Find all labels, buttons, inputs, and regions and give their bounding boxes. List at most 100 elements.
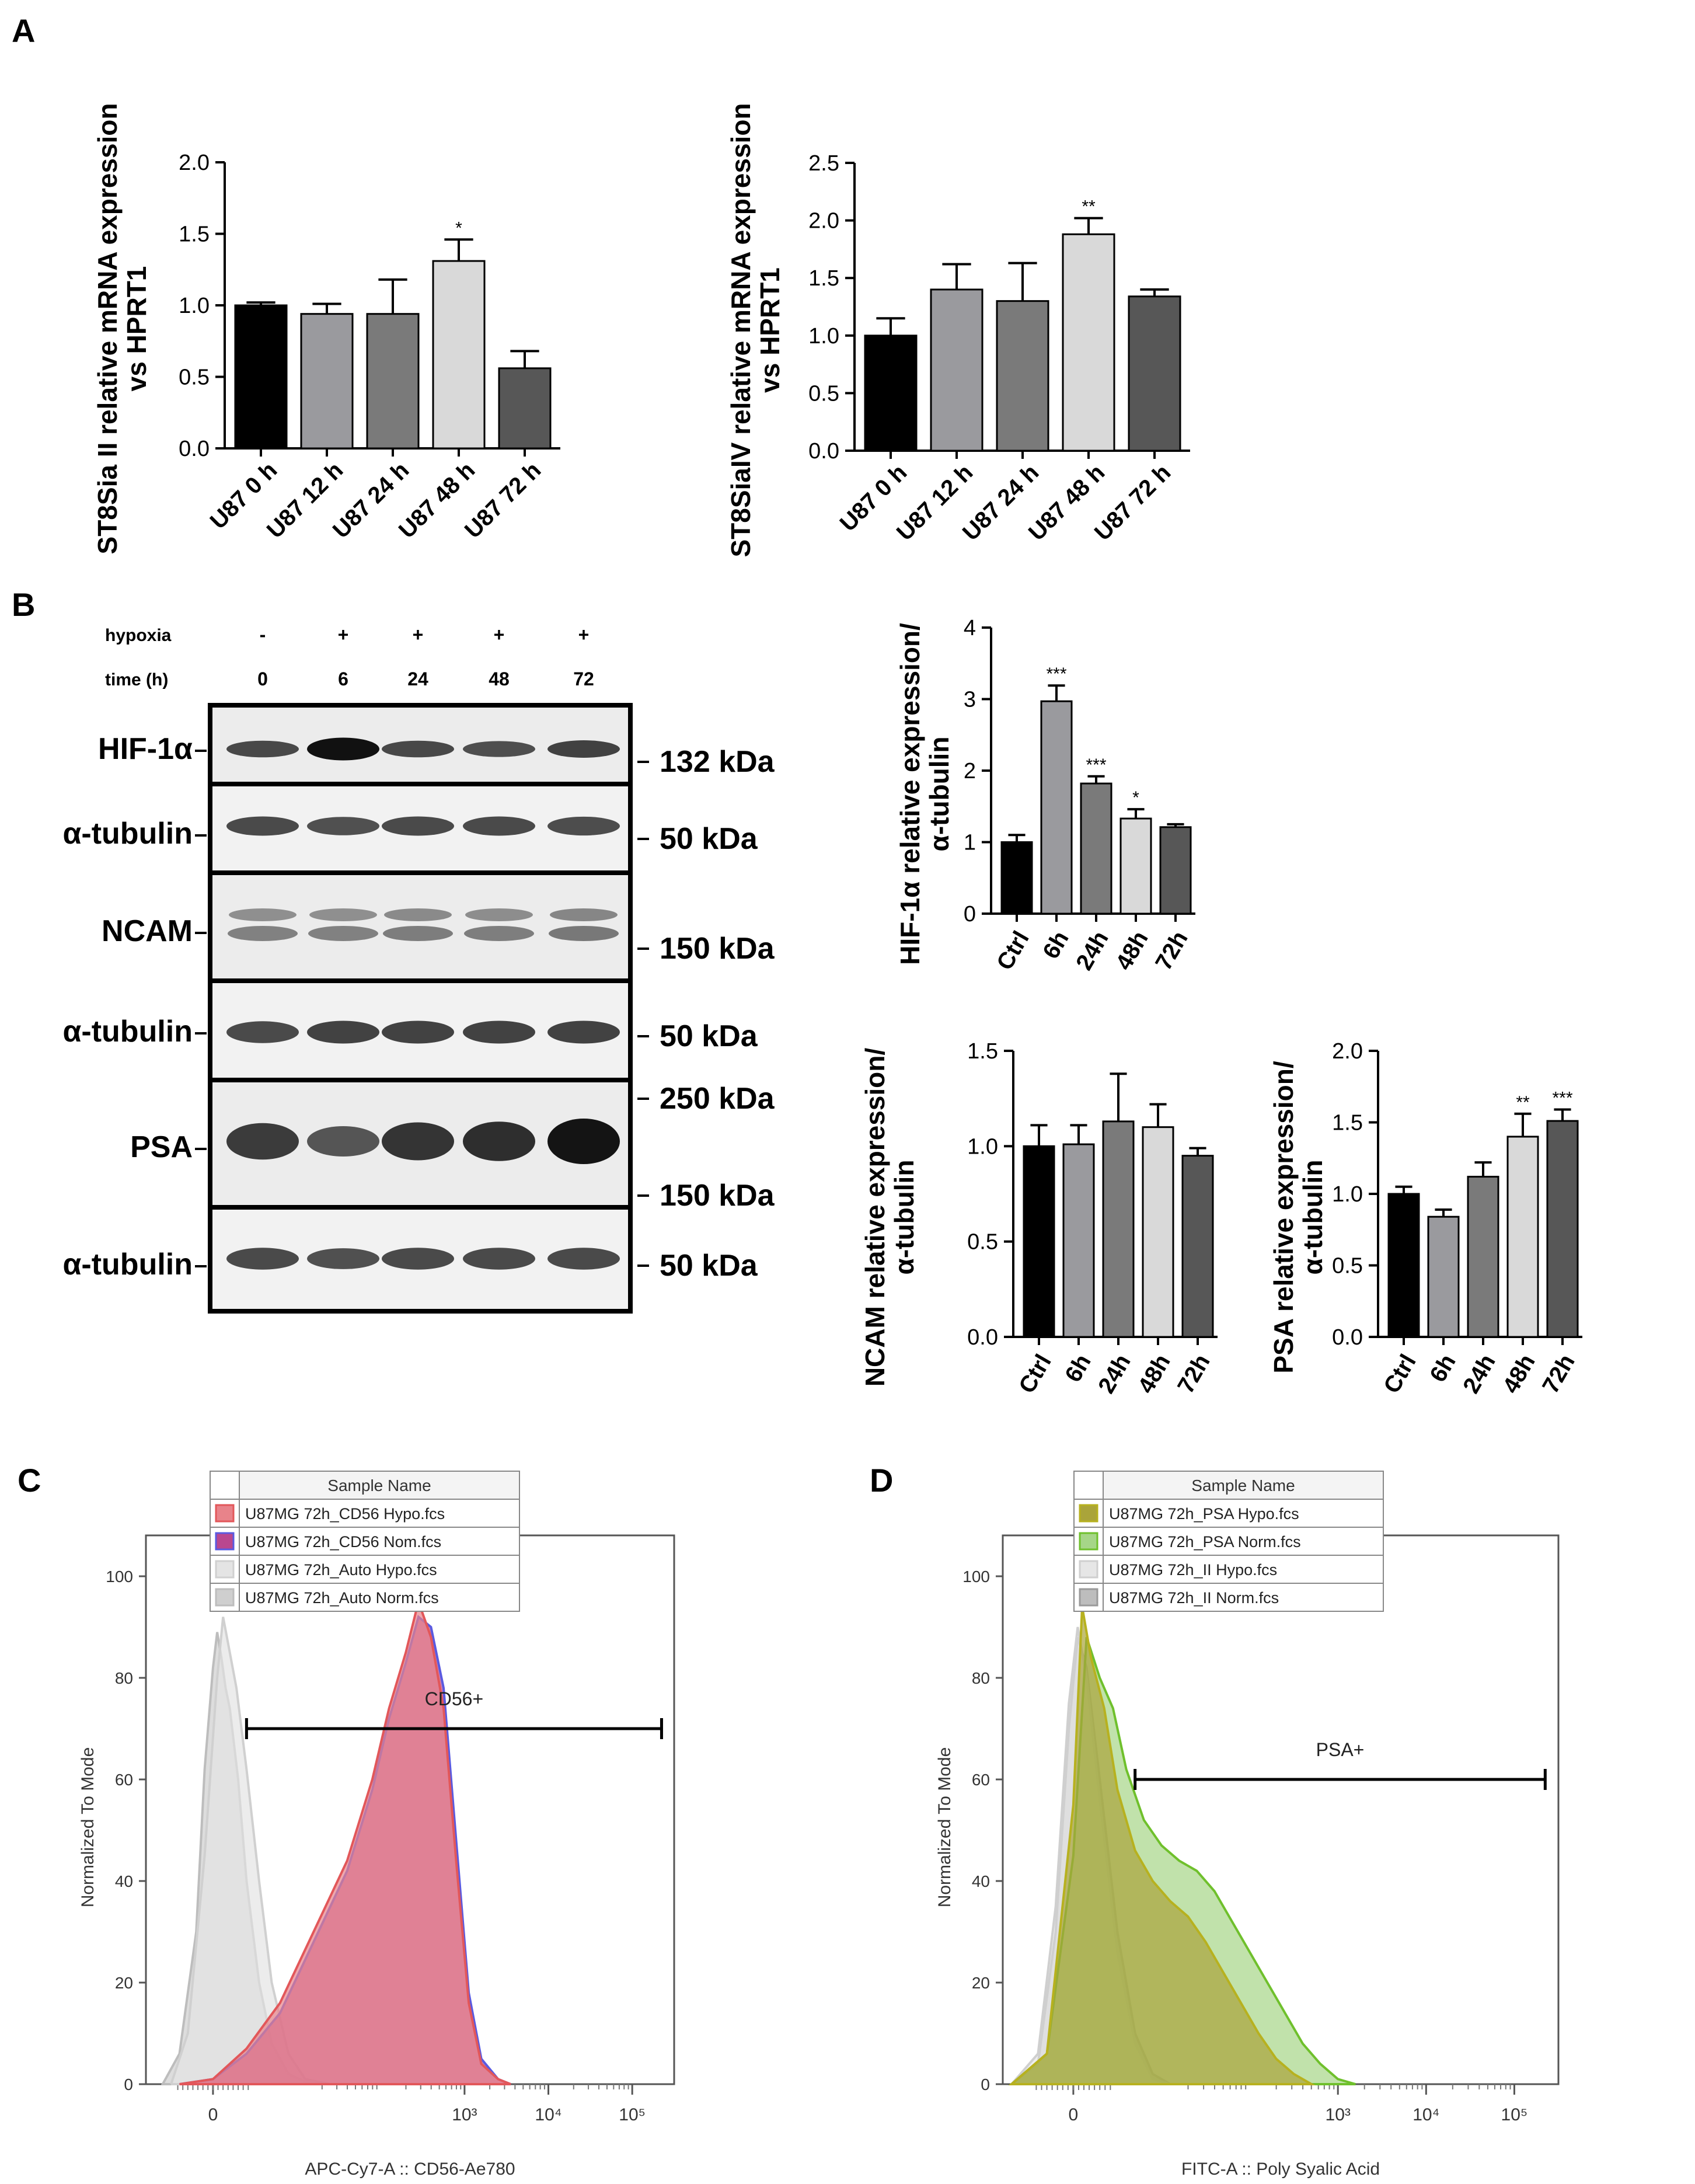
- x-tick-label: 48h: [1133, 1350, 1176, 1398]
- x-tick-label: 10³: [1326, 2105, 1351, 2124]
- y-tick-label: 20: [115, 1974, 133, 1992]
- wb-hypoxia-label: hypoxia: [105, 626, 172, 645]
- bar: [432, 260, 486, 450]
- y-tick-label: 0: [964, 902, 976, 926]
- y-axis-label: Normalized To Mode: [935, 1747, 954, 1908]
- y-tick-label: 40: [972, 1872, 990, 1890]
- wb-hypoxia-value: +: [494, 624, 505, 645]
- x-tick-label: 72h: [1173, 1350, 1215, 1398]
- legend-header: Sample Name: [327, 1476, 431, 1495]
- legend: Sample Name U87MG 72h_PSA Hypo.fcs U87MG 7…: [1073, 1471, 1384, 1612]
- significance-marker: ***: [1046, 664, 1066, 684]
- bar: [1000, 841, 1033, 915]
- wb-band: [382, 1122, 454, 1161]
- bar: [1119, 817, 1152, 915]
- wb-band: [463, 1248, 535, 1270]
- y-axis-label: PSA relative expression/: [1268, 1061, 1299, 1373]
- wb-protein-label: α-tubulin: [62, 817, 193, 851]
- wb-band: [307, 1126, 379, 1157]
- y-tick-label: 2.0: [1332, 1039, 1363, 1064]
- legend-row: [239, 1555, 520, 1584]
- panel-label-b: B: [12, 586, 35, 623]
- x-tick-label: 10⁴: [1412, 2105, 1439, 2124]
- wb-marker-label: 50 kDa: [660, 1019, 758, 1053]
- y-tick-label: 0.0: [967, 1325, 998, 1350]
- y-tick-label: 1.5: [1332, 1111, 1363, 1135]
- y-axis-label: vs HPRT1: [755, 267, 785, 393]
- wb-band: [463, 816, 535, 836]
- bar: [1040, 700, 1073, 915]
- y-tick-label: 0.0: [179, 437, 210, 461]
- wb-marker-label: 250 kDa: [660, 1082, 775, 1116]
- wb-hypoxia-value: +: [413, 624, 424, 645]
- legend-entry: U87MG 72h_PSA Hypo.fcs: [1109, 1505, 1299, 1523]
- bar: [300, 313, 354, 450]
- wb-marker-label: 50 kDa: [660, 822, 758, 856]
- legend-row: [1103, 1555, 1384, 1584]
- legend-entry: U87MG 72h_CD56 Hypo.fcs: [245, 1505, 445, 1523]
- y-tick-label: 2: [964, 759, 976, 783]
- y-tick-label: 40: [115, 1872, 133, 1890]
- x-tick-label: 24h: [1458, 1350, 1501, 1398]
- wb-band: [229, 908, 297, 921]
- legend-entry: U87MG 72h_II Hypo.fcs: [1109, 1561, 1277, 1579]
- wb-band: [226, 1248, 299, 1270]
- y-tick-label: 2.5: [808, 151, 839, 176]
- x-tick-label: 72h: [1537, 1350, 1580, 1398]
- y-axis-label: ST8Sia II relative mRNA expression: [92, 103, 123, 555]
- y-tick-label: 0.5: [1332, 1254, 1363, 1279]
- bar: [1128, 295, 1181, 452]
- bar: [1546, 1120, 1579, 1338]
- wb-band: [309, 908, 377, 921]
- y-tick-label: 1.5: [179, 222, 210, 247]
- panel-label-d: D: [870, 1462, 893, 1499]
- wb-band: [226, 740, 299, 758]
- y-axis-label: α-tubulin: [924, 737, 954, 852]
- legend: Sample Name U87MG 72h_CD56 Hypo.fcs U87MG …: [210, 1471, 520, 1612]
- y-tick-label: 0.0: [808, 439, 839, 464]
- wb-hypoxia-value: +: [338, 624, 349, 645]
- legend-entry: U87MG 72h_Auto Norm.fcs: [245, 1589, 439, 1607]
- wb-protein-label: α-tubulin: [62, 1248, 193, 1281]
- wb-band: [547, 740, 620, 758]
- significance-marker: *: [1132, 788, 1139, 807]
- legend-row: [239, 1527, 520, 1556]
- y-axis-label: vs HPRT1: [121, 266, 152, 392]
- wb-band: [226, 1123, 299, 1160]
- y-tick-label: 60: [115, 1771, 133, 1789]
- wb-band: [549, 926, 619, 941]
- panel-label-a: A: [12, 12, 35, 49]
- bar: [1159, 826, 1192, 915]
- bar: [996, 300, 1049, 452]
- x-tick-label: 10⁵: [1501, 2105, 1528, 2124]
- bar: [930, 288, 983, 452]
- wb-band: [307, 1248, 379, 1269]
- legend-swatch: [1079, 1532, 1098, 1551]
- legend-row: [1103, 1527, 1384, 1556]
- legend-row: [1103, 1499, 1384, 1528]
- wb-time-value: 48: [489, 668, 510, 689]
- bar: [1181, 1155, 1214, 1338]
- bar: [498, 367, 552, 450]
- x-tick-label: 48h: [1111, 927, 1153, 975]
- wb-band: [307, 737, 379, 761]
- legend-corner: [1073, 1471, 1104, 1500]
- x-tick-label: 10⁵: [619, 2105, 646, 2124]
- legend-swatch: [1079, 1504, 1098, 1523]
- wb-band: [463, 741, 535, 757]
- y-tick-label: 20: [972, 1974, 990, 1992]
- wb-band: [463, 1020, 535, 1044]
- legend-swatch: [215, 1504, 235, 1523]
- wb-band: [463, 1121, 535, 1161]
- wb-band: [226, 816, 299, 836]
- wb-band: [547, 1020, 620, 1044]
- significance-marker: **: [1082, 197, 1096, 217]
- wb-protein-label: HIF-1α: [98, 732, 193, 766]
- wb-time-label: time (h): [105, 670, 168, 689]
- wb-marker-label: 50 kDa: [660, 1249, 758, 1283]
- wb-marker-label: 150 kDa: [660, 1179, 775, 1213]
